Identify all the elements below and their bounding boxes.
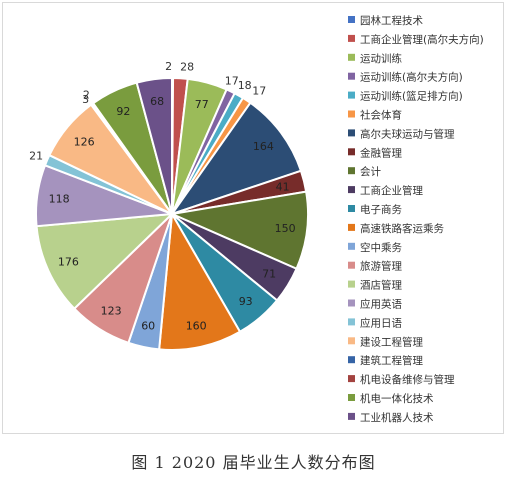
data-label: 77: [195, 98, 209, 111]
legend-label: 建设工程管理: [360, 335, 423, 348]
legend-swatch: [348, 186, 355, 194]
legend-label: 空中乘务: [360, 241, 402, 254]
legend-swatch: [348, 205, 355, 212]
legend-swatch: [348, 318, 355, 326]
data-label: 92: [116, 105, 130, 118]
legend-label: 运动训练(篮足排方向): [360, 90, 463, 103]
legend-swatch: [348, 16, 355, 23]
legend-swatch: [348, 394, 355, 401]
legend-swatch: [348, 72, 355, 80]
legend-swatch: [348, 91, 355, 99]
legend-swatch: [348, 53, 355, 61]
data-label: 126: [74, 135, 95, 148]
data-label: 41: [276, 180, 290, 193]
figure-caption: 图 1 2020 届毕业生人数分布图: [131, 453, 376, 472]
data-label: 28: [180, 60, 194, 73]
legend-label: 工商企业管理(高尔夫方向): [360, 33, 484, 46]
legend-label: 酒店管理: [360, 279, 402, 292]
legend-swatch: [348, 356, 355, 364]
data-label: 68: [150, 95, 164, 108]
legend-swatch: [348, 299, 355, 307]
legend-label: 机电一体化技术: [360, 392, 434, 405]
legend-label: 高速铁路客运乘务: [360, 222, 444, 235]
chart-frame: 2 28 77 17 18 17 164 41 150 71 93 160 60 123 176 118 21 1…: [2, 2, 504, 434]
legend-swatch: [348, 167, 355, 175]
pie-slice: [169, 101, 303, 216]
pie-slice: [168, 190, 309, 271]
legend-label: 应用日语: [360, 316, 402, 329]
legend-label: 工业机器人技术: [360, 411, 434, 424]
legend-swatch: [348, 242, 355, 250]
data-label: 17: [252, 84, 266, 97]
legend-label: 机电设备维修与管理: [360, 373, 455, 386]
legend-swatch: [348, 412, 355, 420]
legend-label: 建筑工程管理: [360, 354, 423, 367]
legend-label: 旅游管理: [360, 260, 402, 273]
legend-label: 金融管理: [360, 146, 402, 159]
legend-label: 工商企业管理: [360, 184, 423, 197]
legend-label: 运动训练(高尔夫方向): [360, 71, 463, 84]
data-label: 2: [165, 60, 172, 73]
data-label: 60: [141, 320, 155, 333]
data-label: 150: [275, 222, 296, 235]
legend-swatch: [348, 223, 355, 231]
legend-label: 社会体育: [360, 109, 402, 122]
legend-label: 会计: [360, 165, 381, 178]
legend-label: 电子商务: [360, 203, 402, 216]
legend-swatch: [348, 261, 355, 269]
data-label: 93: [239, 295, 253, 308]
data-label: 18: [238, 79, 252, 92]
pie-slices: [35, 76, 309, 351]
data-label: 71: [262, 268, 276, 281]
legend-swatch: [348, 375, 355, 383]
legend-swatch: [348, 337, 355, 345]
pie-slice: [135, 76, 173, 215]
data-label: 17: [225, 75, 239, 88]
pie-slice: [158, 210, 242, 351]
data-label: 2: [83, 89, 90, 102]
data-label: 164: [253, 140, 274, 153]
data-label: 3: [82, 93, 89, 106]
legend-swatch: [348, 148, 355, 156]
legend-label: 高尔夫球运动与管理: [360, 127, 455, 140]
legend-label: 应用英语: [360, 298, 402, 311]
data-label: 176: [58, 256, 79, 269]
legend-swatch: [348, 34, 355, 42]
data-label: 118: [49, 192, 70, 205]
legend-label: 运动训练: [360, 52, 402, 65]
data-label: 160: [186, 319, 207, 332]
legend-swatch: [348, 280, 355, 288]
data-label: 21: [29, 150, 43, 163]
legend-swatch: [348, 129, 355, 137]
legend-swatch: [348, 110, 355, 118]
legend-label: 园林工程技术: [360, 14, 423, 27]
data-label: 123: [101, 304, 122, 317]
pie-slice: [35, 212, 175, 311]
